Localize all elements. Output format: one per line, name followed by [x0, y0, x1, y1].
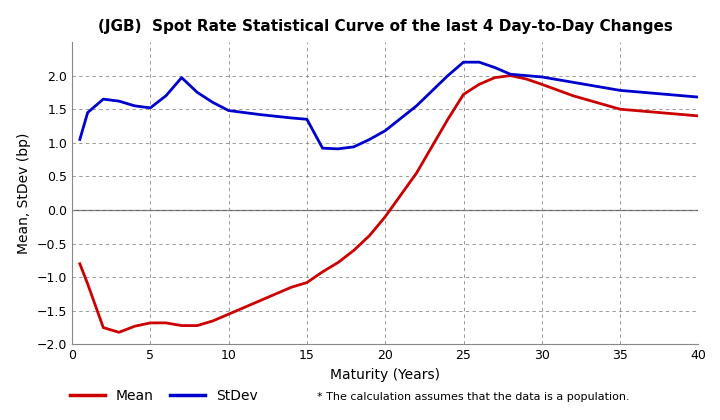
- Text: * The calculation assumes that the data is a population.: * The calculation assumes that the data …: [317, 392, 629, 402]
- Y-axis label: Mean, StDev (bp): Mean, StDev (bp): [17, 133, 31, 254]
- X-axis label: Maturity (Years): Maturity (Years): [330, 368, 440, 382]
- Legend: Mean, StDev: Mean, StDev: [65, 384, 264, 409]
- Title: (JGB)  Spot Rate Statistical Curve of the last 4 Day-to-Day Changes: (JGB) Spot Rate Statistical Curve of the…: [98, 19, 672, 34]
